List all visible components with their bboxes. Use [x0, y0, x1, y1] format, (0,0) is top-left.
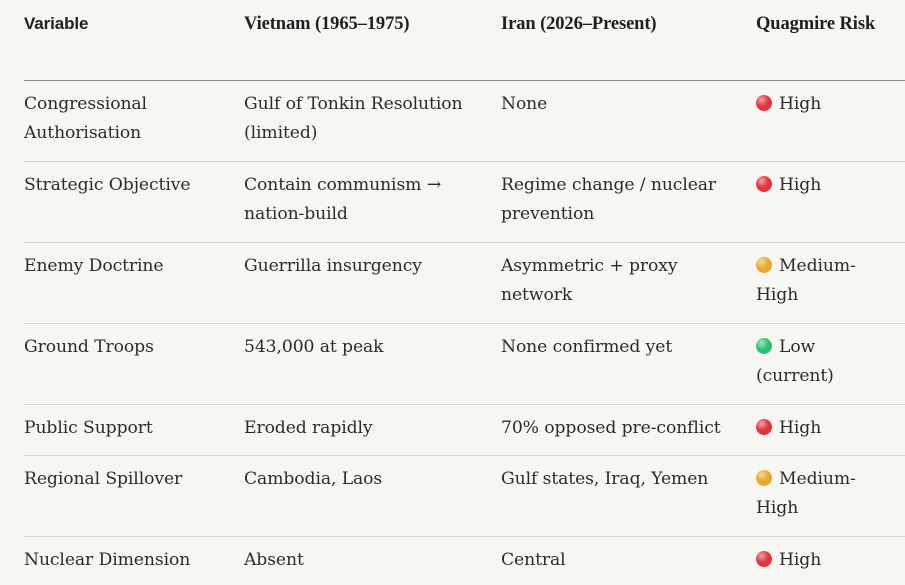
risk-cell: Medium-High: [756, 465, 905, 536]
red-circle-icon: [756, 551, 772, 567]
table-row: Ground Troops 543,000 at peak None confi…: [24, 324, 905, 405]
vietnam-cell: Gulf of Tonkin Resolution (limited): [244, 94, 463, 143]
iran-cell: Gulf states, Iraq, Yemen: [501, 469, 709, 489]
variable-cell: Strategic Objective: [24, 175, 191, 195]
yellow-circle-icon: [756, 257, 772, 273]
table-row: Public Support Eroded rapidly 70% oppose…: [24, 405, 905, 456]
vietnam-cell: Absent: [244, 550, 304, 570]
table-row: Congressional Authorisation Gulf of Tonk…: [24, 81, 905, 162]
risk-cell: High: [756, 171, 905, 242]
header-iran: Iran (2026–Present): [501, 14, 657, 34]
variable-cell: Regional Spillover: [24, 469, 183, 489]
risk-cell: High: [756, 546, 905, 585]
risk-label: High: [779, 550, 822, 570]
table-header-row: Variable Vietnam (1965–1975) Iran (2026–…: [24, 0, 905, 81]
risk-cell: High: [756, 414, 905, 455]
vietnam-cell: Cambodia, Laos: [244, 469, 383, 489]
risk-label: High: [779, 175, 822, 195]
risk-cell: Low (current): [756, 333, 905, 404]
risk-label: High: [779, 94, 822, 114]
red-circle-icon: [756, 419, 772, 435]
iran-cell: Regime change / nuclear prevention: [501, 175, 717, 224]
vietnam-cell: Eroded rapidly: [244, 418, 373, 438]
risk-label: Medium-High: [756, 256, 856, 305]
variable-cell: Nuclear Dimension: [24, 550, 191, 570]
risk-cell: High: [756, 90, 905, 161]
vietnam-cell: Contain communism → nation-build: [244, 175, 442, 224]
variable-cell: Ground Troops: [24, 337, 154, 357]
vietnam-cell: Guerrilla insurgency: [244, 256, 422, 276]
risk-label: Medium-High: [756, 469, 856, 518]
variable-cell: Public Support: [24, 418, 153, 438]
risk-cell: Medium-High: [756, 252, 905, 323]
header-vietnam: Vietnam (1965–1975): [244, 14, 410, 34]
risk-label: Low (current): [756, 337, 834, 386]
green-circle-icon: [756, 338, 772, 354]
iran-cell: None confirmed yet: [501, 337, 673, 357]
iran-cell: None: [501, 94, 548, 114]
risk-label: High: [779, 418, 822, 438]
header-quagmire-risk: Quagmire Risk: [756, 14, 876, 34]
table-row: Nuclear Dimension Absent Central High: [24, 537, 905, 585]
yellow-circle-icon: [756, 470, 772, 486]
iran-cell: 70% opposed pre-conflict: [501, 418, 721, 438]
iran-cell: Central: [501, 550, 566, 570]
iran-cell: Asymmetric + proxy network: [501, 256, 678, 305]
variable-cell: Enemy Doctrine: [24, 256, 164, 276]
red-circle-icon: [756, 176, 772, 192]
header-variable: Variable: [24, 14, 89, 33]
vietnam-cell: 543,000 at peak: [244, 337, 384, 357]
table-row: Enemy Doctrine Guerrilla insurgency Asym…: [24, 243, 905, 324]
variable-cell: Congressional Authorisation: [24, 94, 147, 143]
table-row: Regional Spillover Cambodia, Laos Gulf s…: [24, 456, 905, 537]
comparison-table: Variable Vietnam (1965–1975) Iran (2026–…: [24, 0, 905, 585]
table-row: Strategic Objective Contain communism → …: [24, 162, 905, 243]
red-circle-icon: [756, 95, 772, 111]
